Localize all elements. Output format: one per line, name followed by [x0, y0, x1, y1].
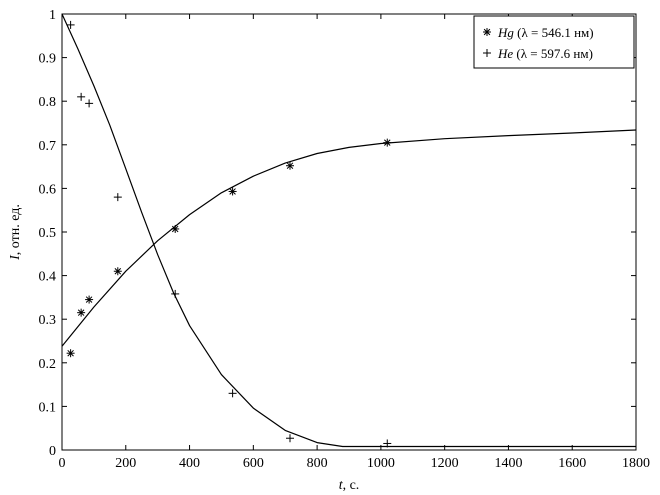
- data-point-hg: [66, 349, 75, 358]
- legend-wavelength-hg: (λ = 546.1 нм): [514, 25, 594, 40]
- data-point-he: [113, 193, 122, 202]
- legend-entry-he: He (λ = 597.6 нм): [497, 46, 593, 61]
- legend-series-name-hg: Hg: [497, 25, 514, 40]
- fit-curves: [61, 13, 637, 448]
- x-tick-label: 400: [179, 456, 200, 471]
- data-point-hg: [228, 187, 237, 196]
- legend-wavelength-he: (λ = 597.6 нм): [513, 46, 593, 61]
- legend-marker-glyph-he: [483, 49, 491, 57]
- legend-marker-glyph-hg: [483, 28, 491, 36]
- data-point-he: [383, 439, 392, 448]
- y-tick-label: 0.7: [39, 139, 57, 154]
- legend-box: [473, 15, 635, 69]
- data-point-he: [77, 92, 86, 101]
- y-tick-label: 0.6: [39, 182, 57, 197]
- x-tick-label: 1400: [494, 456, 522, 471]
- data-point-hg: [286, 161, 295, 170]
- data-markers: [66, 20, 392, 448]
- data-point-hg: [113, 267, 122, 276]
- y-tick-label: 0.8: [39, 95, 57, 110]
- y-axis-variable: I: [8, 254, 23, 261]
- y-tick-label: 0.1: [39, 400, 57, 415]
- x-axis-label: t, с.: [339, 478, 360, 493]
- data-point-hg: [383, 138, 392, 147]
- x-axis-unit: , с.: [343, 478, 360, 493]
- legend-marker-he: [483, 49, 491, 57]
- y-axis-unit: , отн. ед.: [8, 204, 23, 255]
- y-tick-label: 0.9: [39, 52, 57, 67]
- fit-curve-hg: [61, 129, 637, 347]
- x-tick-label: 1200: [431, 456, 459, 471]
- data-point-he: [286, 434, 295, 443]
- data-point-he: [85, 99, 94, 108]
- legend-marker-hg: [483, 28, 491, 36]
- data-point-hg: [77, 308, 86, 317]
- x-tick-label: 200: [115, 456, 136, 471]
- data-point-hg: [85, 295, 94, 304]
- legend-entry-hg: Hg (λ = 546.1 нм): [497, 25, 594, 40]
- data-point-he: [66, 20, 75, 29]
- x-tick-label: 1000: [367, 456, 395, 471]
- x-tick-label: 800: [307, 456, 328, 471]
- y-axis-label: I, отн. ед.: [8, 204, 23, 261]
- x-tick-label: 600: [243, 456, 264, 471]
- axis-ticks: 0 200 400 600 800 1000 1200 1400 1600 1800 0 0.1 0.2…: [39, 8, 651, 471]
- x-axis-variable: t: [339, 478, 344, 493]
- legend-series-name-he: He: [497, 46, 513, 61]
- fit-curve-he: [61, 13, 636, 448]
- y-tick-label: 0.2: [39, 357, 57, 372]
- y-tick-label: 0.4: [39, 270, 57, 285]
- y-tick-label: 0.3: [39, 313, 57, 328]
- y-tick-label: 0.5: [39, 226, 57, 241]
- legend: Hg (λ = 546.1 нм) He (λ = 597.6 нм): [473, 15, 635, 69]
- x-tick-label: 1600: [558, 456, 586, 471]
- data-point-he: [228, 389, 237, 398]
- y-tick-label: 1: [49, 8, 56, 23]
- y-tick-label: 0: [49, 444, 56, 459]
- x-tick-label: 0: [59, 456, 66, 471]
- x-tick-label: 1800: [622, 456, 650, 471]
- data-point-he: [171, 289, 180, 298]
- data-point-hg: [171, 224, 180, 233]
